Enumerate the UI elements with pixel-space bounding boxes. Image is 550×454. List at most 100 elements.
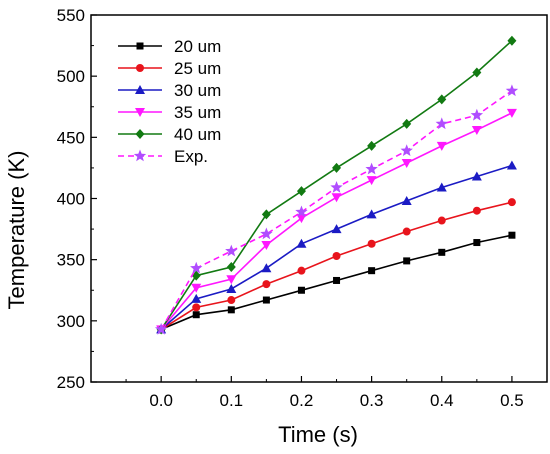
legend-label: 20 um (174, 37, 221, 56)
data-point (473, 239, 481, 247)
series-line (160, 201, 513, 331)
x-tick-label: 0.5 (500, 391, 524, 410)
data-point (191, 293, 202, 303)
data-point (333, 276, 341, 284)
data-point (225, 244, 238, 257)
data-point (261, 240, 272, 250)
data-point (154, 322, 168, 335)
legend-marker (135, 108, 145, 117)
legend-marker (135, 85, 145, 94)
legend-item: 20 um (118, 37, 221, 56)
data-point (470, 108, 484, 121)
data-point (227, 296, 236, 305)
y-tick-label: 550 (57, 6, 85, 25)
data-point (332, 251, 341, 260)
data-point (367, 239, 376, 248)
data-point (365, 162, 378, 175)
legend-item: Exp. (118, 147, 208, 166)
data-point (226, 284, 237, 294)
legend-label: 35 um (174, 103, 221, 122)
legend-label: 25 um (174, 59, 221, 78)
data-point (227, 306, 235, 314)
legend-item: 40 um (118, 125, 221, 144)
data-point (507, 198, 516, 207)
data-point (262, 280, 271, 289)
data-point (505, 84, 519, 97)
data-point (403, 257, 411, 265)
x-tick-label: 0.1 (219, 391, 243, 410)
data-point (436, 182, 447, 192)
data-point (261, 263, 272, 273)
data-point (471, 125, 482, 135)
plot-area (154, 35, 519, 335)
data-point (402, 227, 411, 236)
y-tick-label: 300 (57, 312, 85, 331)
data-point (297, 286, 305, 294)
data-point (438, 248, 446, 256)
legend-marker (136, 42, 144, 50)
x-tick-label: 0.4 (430, 391, 454, 410)
data-point (296, 186, 306, 197)
legend: 20 um 25 um 30 um 35 um 40 um Exp. (118, 37, 221, 166)
data-point (506, 160, 517, 170)
x-tick-label: 0.2 (290, 391, 314, 410)
data-point (508, 231, 516, 239)
data-point (367, 140, 377, 151)
data-point (366, 209, 377, 219)
data-point (368, 267, 376, 275)
x-axis-title: Time (s) (278, 422, 358, 447)
series-6 (154, 84, 519, 335)
data-point (330, 180, 343, 193)
data-point (366, 176, 377, 186)
y-tick-label: 400 (57, 190, 85, 209)
data-point (436, 141, 447, 151)
legend-label: 30 um (174, 81, 221, 100)
y-tick-label: 250 (57, 373, 85, 392)
data-point (471, 171, 482, 181)
legend-label: Exp. (174, 147, 208, 166)
legend-item: 35 um (118, 103, 221, 122)
legend-marker (136, 64, 144, 72)
data-point (437, 216, 446, 225)
y-tick-label: 350 (57, 251, 85, 270)
legend-marker (135, 129, 145, 139)
series-2 (157, 198, 516, 334)
data-point (435, 117, 448, 130)
series-3 (156, 160, 517, 334)
data-point (192, 311, 200, 319)
data-point (472, 67, 482, 78)
data-point (437, 94, 447, 105)
axes: 0.0 0.1 0.2 0.3 0.4 0.5 250 300 350 400 450 500 550 (57, 6, 548, 410)
data-point (297, 266, 306, 275)
series-1 (157, 231, 516, 333)
data-point (402, 118, 412, 129)
y-axis-title: Temperature (K) (4, 151, 29, 310)
data-point (507, 35, 517, 46)
data-point (472, 206, 481, 215)
data-point (506, 108, 517, 118)
data-point (261, 209, 271, 220)
data-point (191, 283, 202, 293)
data-point (262, 296, 270, 304)
legend-item: 25 um (118, 59, 221, 78)
legend-item: 30 um (118, 81, 221, 100)
y-tick-label: 500 (57, 67, 85, 86)
data-point (260, 227, 273, 240)
data-point (226, 262, 236, 273)
data-point (400, 144, 413, 157)
series-line (160, 112, 513, 330)
x-tick-label: 0.0 (149, 391, 173, 410)
data-point (331, 193, 342, 203)
data-point (332, 162, 342, 173)
data-point (192, 303, 201, 312)
legend-marker (133, 149, 147, 162)
y-tick-label: 450 (57, 128, 85, 147)
data-point (331, 224, 342, 234)
x-tick-label: 0.3 (360, 391, 384, 410)
data-point (295, 205, 308, 218)
data-point (296, 238, 307, 248)
data-point (401, 159, 412, 169)
legend-label: 40 um (174, 125, 221, 144)
data-point (190, 261, 203, 274)
